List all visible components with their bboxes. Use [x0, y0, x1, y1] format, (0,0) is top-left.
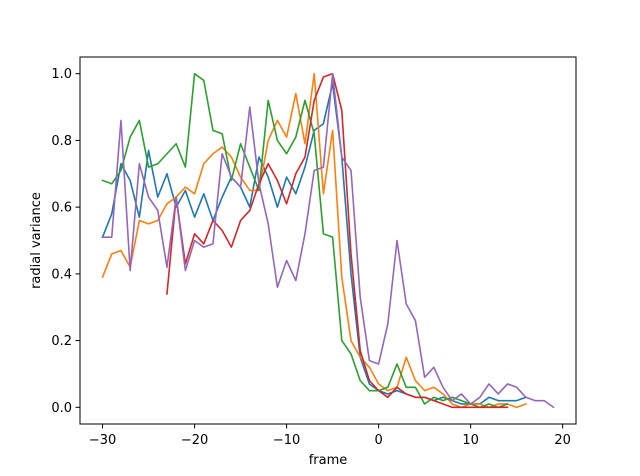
y-tick-label: 1.0 [51, 67, 72, 82]
x-tick-label: −10 [273, 433, 300, 448]
x-tick-label: −30 [89, 433, 116, 448]
x-tick-label: −20 [181, 433, 208, 448]
x-tick-label: 20 [554, 433, 571, 448]
series-line-4 [166, 72, 509, 409]
y-axis-ticks: 0.0 0.2 0.4 0.6 0.8 1.0 [51, 67, 80, 416]
y-tick-label: 0.6 [51, 201, 72, 216]
x-tick-label: 0 [374, 433, 382, 448]
y-tick-label: 0.4 [51, 267, 72, 282]
series-line-1 [101, 82, 527, 405]
series-line-2 [101, 72, 527, 409]
axes-background [80, 57, 576, 424]
series-line-5 [101, 72, 555, 409]
series-layer [101, 72, 555, 409]
y-tick-label: 0.2 [51, 334, 72, 349]
y-tick-label: 0.0 [51, 401, 72, 416]
series-line-3 [101, 72, 509, 409]
axes-frame [79, 56, 577, 425]
x-axis-ticks: −30 −20 −10 0 10 20 [89, 424, 571, 448]
x-axis-label: frame [309, 453, 348, 468]
x-tick-label: 10 [462, 433, 479, 448]
y-tick-label: 0.8 [51, 134, 72, 149]
y-axis-label: radial variance [29, 192, 44, 289]
